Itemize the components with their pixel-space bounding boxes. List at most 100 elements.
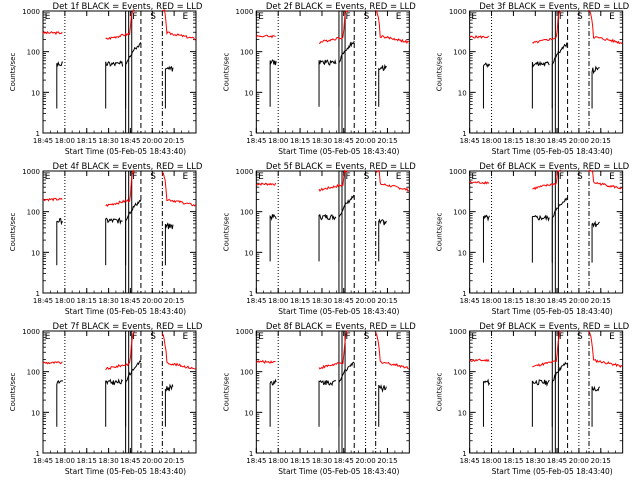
y-tick-label: 1	[462, 130, 466, 138]
events-trace-segment	[482, 62, 491, 109]
x-tick-label: 18:15	[503, 137, 523, 145]
chart-panel-2: Det 2f BLACK = Events, RED = LLD 1 10 100 10…	[222, 2, 416, 156]
annotation-label-f: F	[346, 172, 351, 182]
lld-trace-segment	[375, 9, 410, 45]
events-trace-segment	[164, 222, 174, 266]
lld-trace-segment	[255, 182, 277, 186]
y-tick-label: 1	[249, 450, 253, 458]
lld-trace-segment	[319, 10, 348, 44]
events-trace-segment	[269, 378, 277, 427]
x-tick-label: 20:15	[591, 137, 611, 145]
chart-panel-3: Det 3f BLACK = Events, RED = LLD 1 10 100 10…	[436, 2, 630, 156]
y-tick-label: 100	[240, 49, 253, 57]
x-tick-label: 20:00	[569, 457, 589, 465]
y-tick-label: 1000	[449, 328, 467, 336]
x-tick-label: 18:45	[547, 297, 567, 305]
chart-title: Det 8f BLACK = Events, RED = LLD	[266, 322, 416, 332]
annotation-label-e: E	[396, 332, 402, 342]
lld-trace-segment	[532, 169, 561, 191]
y-axis-label: Counts/sec	[9, 373, 17, 412]
annotation-label-e: E	[396, 12, 402, 22]
chart-title: Det 6f BLACK = Events, RED = LLD	[479, 162, 629, 172]
events-trace-segment	[338, 40, 355, 107]
x-tick-label: 18:00	[481, 297, 501, 305]
events-trace-segment	[125, 359, 142, 427]
lld-trace-segment	[588, 169, 623, 190]
y-tick-label: 100	[240, 209, 253, 217]
lld-trace-segment	[255, 359, 276, 364]
annotation-label-e: E	[45, 332, 51, 342]
x-tick-label: 18:15	[503, 457, 523, 465]
y-tick-label: 1	[462, 290, 466, 298]
y-tick-label: 1	[249, 130, 253, 138]
annotation-label-e: E	[258, 332, 264, 342]
y-tick-label: 10	[244, 409, 253, 417]
annotation-label-e: E	[258, 172, 264, 182]
y-tick-label: 1	[36, 130, 40, 138]
events-trace-segment	[318, 59, 337, 107]
x-tick-label: 18:15	[290, 297, 310, 305]
y-tick-label: 10	[458, 249, 467, 257]
y-tick-label: 100	[453, 49, 466, 57]
y-tick-label: 1000	[236, 328, 254, 336]
events-trace-segment	[378, 63, 387, 107]
chart-panel-9: Det 9f BLACK = Events, RED = LLD 1 10 100 10…	[436, 322, 630, 476]
y-tick-label: 10	[31, 249, 40, 257]
lld-trace-segment	[162, 8, 196, 41]
events-trace-segment	[531, 214, 550, 263]
annotation-label-e: E	[609, 172, 615, 182]
annotation-label-e: E	[609, 12, 615, 22]
annotation-label-f: F	[346, 12, 351, 22]
y-tick-label: 1000	[22, 328, 40, 336]
x-axis-label: Start Time (05-Feb-05 18:43:40)	[492, 147, 613, 156]
x-axis-label: Start Time (05-Feb-05 18:43:40)	[278, 307, 399, 316]
x-tick-label: 18:15	[503, 297, 523, 305]
x-tick-label: 18:30	[312, 137, 332, 145]
lld-trace-segment	[105, 331, 135, 371]
x-tick-label: 18:15	[290, 137, 310, 145]
annotation-label-e: E	[471, 332, 477, 342]
events-trace-segment	[318, 213, 337, 262]
x-tick-label: 18:15	[77, 137, 97, 145]
x-tick-label: 18:45	[334, 297, 354, 305]
events-trace-segment	[591, 385, 601, 427]
chart-panel-4: Det 4f BLACK = Events, RED = LLD 1 10 100 10…	[9, 162, 203, 316]
y-axis-label: Counts/sec	[436, 373, 444, 412]
x-tick-label: 18:45	[246, 297, 266, 305]
events-trace-segment	[56, 379, 64, 427]
chart-title: Det 9f BLACK = Events, RED = LLD	[479, 322, 629, 332]
y-tick-label: 10	[244, 89, 253, 97]
x-axis-label: Start Time (05-Feb-05 18:43:40)	[65, 307, 186, 316]
y-axis-label: Counts/sec	[9, 213, 17, 252]
x-tick-label: 18:30	[99, 297, 119, 305]
x-axis-label: Start Time (05-Feb-05 18:43:40)	[492, 467, 613, 476]
plot-frame	[469, 330, 624, 454]
x-tick-label: 18:30	[525, 137, 545, 145]
x-tick-label: 20:15	[591, 457, 611, 465]
y-tick-label: 1	[249, 290, 253, 298]
x-tick-label: 18:45	[120, 297, 140, 305]
y-tick-label: 1000	[449, 168, 467, 176]
events-trace-segment	[125, 199, 142, 266]
x-tick-label: 18:30	[312, 457, 332, 465]
annotation-label-s: S	[150, 172, 156, 182]
chart-panel-5: Det 5f BLACK = Events, RED = LLD 1 10 100 10…	[222, 162, 416, 316]
events-trace-segment	[269, 59, 277, 107]
lld-trace-segment	[318, 169, 348, 192]
annotation-label-e: E	[396, 172, 402, 182]
x-tick-label: 20:15	[164, 137, 184, 145]
x-tick-label: 18:45	[33, 457, 53, 465]
events-trace-segment	[105, 60, 124, 109]
lld-trace-segment	[42, 361, 63, 365]
plot-frame	[255, 10, 410, 134]
x-axis-label: Start Time (05-Feb-05 18:43:40)	[65, 467, 186, 476]
annotation-label-e: E	[182, 172, 188, 182]
x-tick-label: 20:15	[164, 457, 184, 465]
annotation-label-s: S	[364, 12, 370, 22]
lld-trace-segment	[318, 329, 348, 370]
y-tick-label: 100	[240, 369, 253, 377]
annotation-label-f: F	[132, 12, 137, 22]
lld-trace-segment	[588, 331, 623, 369]
chart-panel-1: Det 1f BLACK = Events, RED = LLD 1 10 100 10…	[9, 2, 203, 156]
